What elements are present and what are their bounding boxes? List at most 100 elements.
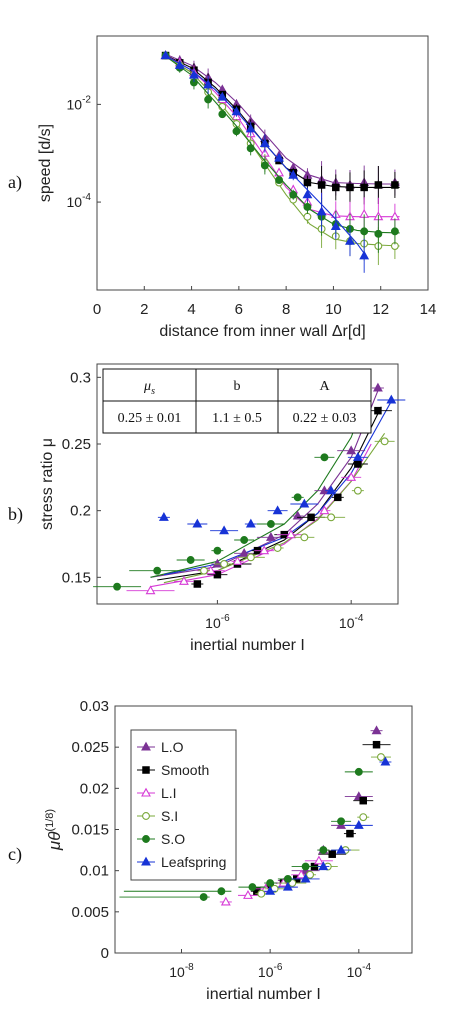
data-point xyxy=(220,560,229,568)
y-tick-label: 0.15 xyxy=(62,569,91,586)
data-point xyxy=(265,885,276,895)
fit-curve xyxy=(162,54,365,254)
y-axis-label: μθ(1/8) xyxy=(44,809,64,851)
data-point xyxy=(213,546,222,555)
data-point xyxy=(179,576,189,585)
y-tick-label: 10-2 xyxy=(67,94,92,112)
data-point xyxy=(220,896,231,906)
fit-curve xyxy=(150,443,372,588)
data-point xyxy=(372,740,381,749)
data-point xyxy=(371,725,382,735)
data-point xyxy=(141,856,151,866)
data-point xyxy=(302,189,313,199)
data-point xyxy=(257,889,266,898)
data-point xyxy=(318,861,329,871)
data-point xyxy=(286,529,296,539)
y-label-mu: μ xyxy=(45,840,64,851)
data-point xyxy=(192,518,203,528)
x-tick-label: 10-4 xyxy=(339,613,364,631)
x-axis-label: distance from inner wall Δr[d] xyxy=(159,323,365,340)
data-point xyxy=(301,862,310,871)
tick-base: 10 xyxy=(67,194,83,210)
x-tick-label: 10-8 xyxy=(169,962,194,980)
data-point xyxy=(353,820,364,829)
x-tick-label: 10-6 xyxy=(205,613,230,631)
table-header-main: A xyxy=(319,379,330,394)
data-point xyxy=(205,565,216,575)
y-label-power: (1/8) xyxy=(44,809,56,832)
y-tick-label: 0.2 xyxy=(70,503,91,520)
tick-exponent: -6 xyxy=(221,613,230,624)
panel-label-b: b) xyxy=(8,504,23,525)
y-tick-label: 0.25 xyxy=(62,436,91,453)
data-point xyxy=(354,460,362,468)
data-point xyxy=(346,445,357,455)
data-point xyxy=(266,520,275,528)
data-point xyxy=(377,753,385,761)
data-point xyxy=(352,452,363,461)
y-axis-label: speed [d/s] xyxy=(37,124,54,202)
data-point xyxy=(142,812,150,820)
data-point xyxy=(391,181,399,189)
x-axis-label: inertial number I xyxy=(190,637,305,654)
y-tick-label: 0 xyxy=(101,945,109,962)
data-point xyxy=(300,533,309,542)
tick-base: 10 xyxy=(339,615,355,631)
data-point xyxy=(274,152,284,162)
data-point xyxy=(319,485,330,495)
data-point xyxy=(332,183,340,192)
data-point xyxy=(232,556,243,565)
data-point xyxy=(316,206,327,216)
data-point xyxy=(354,767,363,776)
data-point xyxy=(246,553,255,562)
data-point xyxy=(303,212,312,221)
legend-label: S.I xyxy=(161,808,178,824)
data-point xyxy=(346,472,357,481)
data-point xyxy=(345,235,355,245)
panel-label-a: a) xyxy=(8,172,22,193)
data-point xyxy=(259,545,270,555)
y-axis-label: stress ratio μ xyxy=(39,438,56,530)
tick-base: 10 xyxy=(67,96,83,112)
data-point xyxy=(293,493,302,502)
x-tick-label: 10-4 xyxy=(347,962,372,980)
data-point xyxy=(296,869,307,879)
table-header: b xyxy=(234,379,241,394)
data-point xyxy=(330,221,341,231)
data-point xyxy=(360,227,369,236)
legend-label: S.O xyxy=(161,831,185,847)
data-point xyxy=(380,437,389,446)
data-point xyxy=(239,548,250,557)
x-tick-label: 0 xyxy=(93,301,101,318)
chart-scaled-stress-vs-inertial-number: 10-8 10-6 10-400.0050.010.0150.020.0250.03… xyxy=(44,698,413,1003)
data-point xyxy=(326,485,337,495)
data-point xyxy=(240,536,249,544)
data-point xyxy=(360,183,368,192)
x-tick-label: 4 xyxy=(187,301,195,318)
data-point xyxy=(372,382,383,392)
legend-label: Leafspring xyxy=(161,854,226,870)
data-point xyxy=(273,544,282,552)
x-tick-label: 6 xyxy=(235,301,243,318)
x-tick-label: 14 xyxy=(420,301,437,318)
data-point xyxy=(359,796,367,805)
table-value: 0.22 ± 0.03 xyxy=(293,411,357,426)
data-point xyxy=(306,870,314,879)
data-point xyxy=(260,161,269,170)
data-point xyxy=(200,566,208,575)
panel-label-c: c) xyxy=(8,844,22,865)
data-point xyxy=(266,879,275,887)
x-tick-label: 2 xyxy=(140,301,148,318)
data-point xyxy=(359,250,370,260)
data-point xyxy=(275,176,283,185)
data-point xyxy=(374,229,383,238)
x-axis-label: inertial number I xyxy=(206,986,321,1003)
table-value: 1.1 ± 0.5 xyxy=(212,411,262,426)
tick-exponent: -8 xyxy=(185,962,194,973)
data-point xyxy=(346,183,354,192)
data-point xyxy=(300,873,311,883)
tick-exponent: -4 xyxy=(362,962,371,973)
data-point xyxy=(282,881,293,891)
